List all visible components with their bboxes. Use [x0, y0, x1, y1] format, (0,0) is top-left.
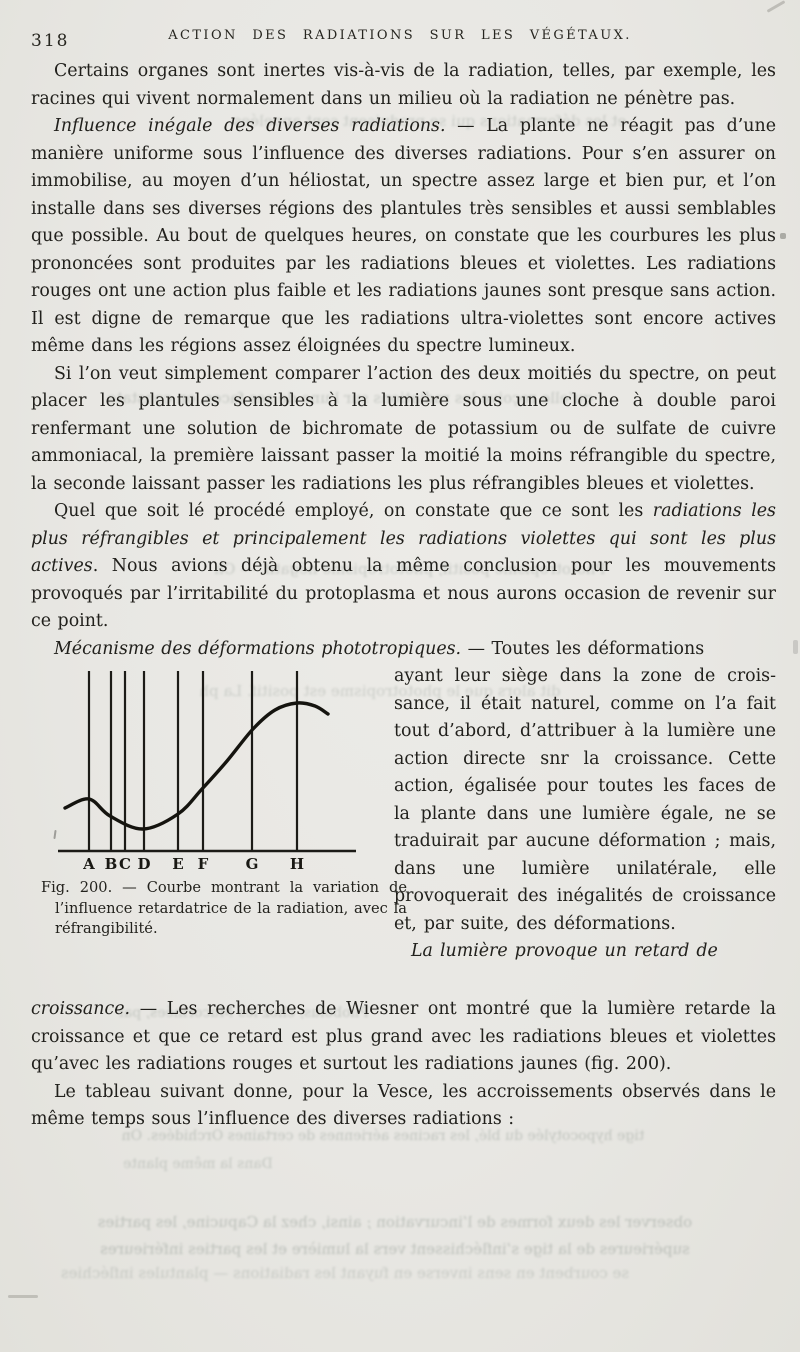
- page-content: Certains organes sont inertes vis-à-vis …: [31, 58, 776, 1134]
- running-title: ACTION DES RADIATIONS SUR LES VÉGÉTAUX.: [168, 28, 632, 43]
- figure-axis-label: H: [290, 855, 304, 873]
- paragraph-mecanisme-continuation: ayant leur siège dans la zone de crois­s…: [394, 666, 776, 934]
- bleedthrough-text: observer les deux formes de l’incurvatio…: [97, 1213, 693, 1231]
- paragraph-influence-inegale-body: — La plante ne réagit pas d’une manière …: [31, 116, 776, 356]
- paragraph-influence-inegale-lead: Influence inégale des diverses radiation…: [54, 116, 446, 136]
- paragraph-procede: Quel que soit lé procédé employé, on con…: [31, 498, 776, 636]
- paragraph-retard-open-emphasis: La lumière provoque un retard de: [411, 941, 718, 961]
- paragraph-influence-inegale: Influence inégale des diverses radiation…: [31, 113, 776, 361]
- paragraph-tableau: Le tableau suivant donne, pour la Vesce,…: [31, 1081, 776, 1130]
- paragraph-procede-emphasis: radiations les plus réfrangibles et prin…: [31, 501, 776, 576]
- figure-200-caption-text: Fig. 200. — Courbe montrant la variation…: [41, 879, 407, 938]
- paragraph-retard-open: La lumière provoque un retard de: [394, 938, 776, 966]
- figure-axis-label: G: [246, 855, 259, 873]
- bleedthrough-text: supérieures de la tige s’infléchissent v…: [100, 1240, 690, 1258]
- bleedthrough-text: se courbent en sens inverse en fuyant le…: [60, 1264, 630, 1282]
- page-header: 318 ACTION DES RADIATIONS SUR LES VÉGÉTA…: [0, 28, 800, 54]
- figure-axis-label: B: [105, 855, 118, 873]
- paragraph-procede-close: . Nous avions déjà obtenu la même conclu…: [31, 556, 776, 631]
- page-number: 318: [31, 31, 70, 51]
- ink-speck: [780, 233, 786, 239]
- ink-speck: [8, 1295, 38, 1298]
- figure-axis-label: A: [82, 855, 95, 873]
- paragraph-mecanisme-lead-rest: — Toutes les déformations: [461, 638, 705, 659]
- paragraph-compare-spectre: Si l’on veut simplement comparer l’actio…: [31, 363, 776, 494]
- figure-axis-label: C: [119, 855, 131, 873]
- ink-speck: [766, 0, 786, 13]
- figure-axis-label: D: [137, 855, 150, 873]
- right-text-column: ayant leur siège dans la zone de crois­s…: [394, 663, 776, 966]
- paragraph-procede-open: Quel que soit lé procédé employé, on con…: [54, 501, 653, 521]
- paragraph-retard-emphasis: croissance.: [31, 999, 131, 1019]
- paragraph-mecanisme-open: Mécanisme des déformations phototropique…: [31, 636, 776, 664]
- paragraph-retard-body: — Les recherches de Wiesner ont montré q…: [31, 999, 776, 1074]
- figure-axis-label: F: [198, 855, 209, 873]
- bleedthrough-text: Dans la même plante: [123, 1156, 273, 1172]
- paragraph-retard-continuation: croissance. — Les recherches de Wiesner …: [31, 996, 776, 1079]
- paragraph-inert-organs: Certains organes sont inertes vis-à-vis …: [31, 61, 776, 109]
- ink-speck: [793, 640, 798, 654]
- paragraph-mecanisme-lead: Mécanisme des déformations phototropique…: [54, 638, 462, 659]
- figure-axis-label: E: [172, 855, 183, 873]
- figure-200-caption: Fig. 200. — Courbe montrant la variation…: [41, 878, 407, 940]
- figure-curve: [63, 701, 330, 831]
